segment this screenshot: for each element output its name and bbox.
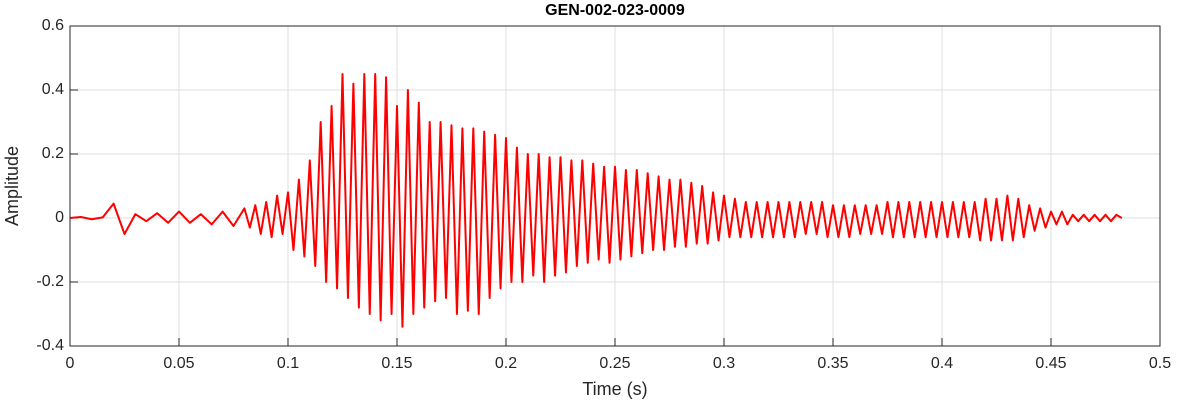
y-axis-label: Amplitude bbox=[2, 146, 22, 226]
x-tick-label: 0.05 bbox=[163, 355, 194, 372]
y-tick-label: -0.2 bbox=[36, 273, 64, 290]
chart-title: GEN-002-023-0009 bbox=[545, 2, 685, 19]
x-tick-label: 0.15 bbox=[381, 355, 412, 372]
waveform-line bbox=[69, 73, 1123, 328]
x-tick-label: 0.5 bbox=[1149, 355, 1171, 372]
x-tick-label: 0.45 bbox=[1035, 355, 1066, 372]
x-axis-label: Time (s) bbox=[582, 379, 647, 399]
x-tick-label: 0.3 bbox=[713, 355, 735, 372]
x-tick-label: 0.1 bbox=[277, 355, 299, 372]
y-tick-label: 0 bbox=[55, 209, 64, 226]
x-tick-label: 0 bbox=[66, 355, 75, 372]
y-tick-label: 0.2 bbox=[42, 145, 64, 162]
plot-frame bbox=[69, 25, 1161, 347]
y-tick-label: -0.4 bbox=[36, 337, 64, 354]
y-tick-label: 0.4 bbox=[42, 81, 64, 98]
y-tick-label: 0.6 bbox=[42, 17, 64, 34]
x-tick-label: 0.35 bbox=[817, 355, 848, 372]
x-tick-label: 0.2 bbox=[495, 355, 517, 372]
x-tick-label: 0.25 bbox=[599, 355, 630, 372]
x-tick-label: 0.4 bbox=[931, 355, 953, 372]
